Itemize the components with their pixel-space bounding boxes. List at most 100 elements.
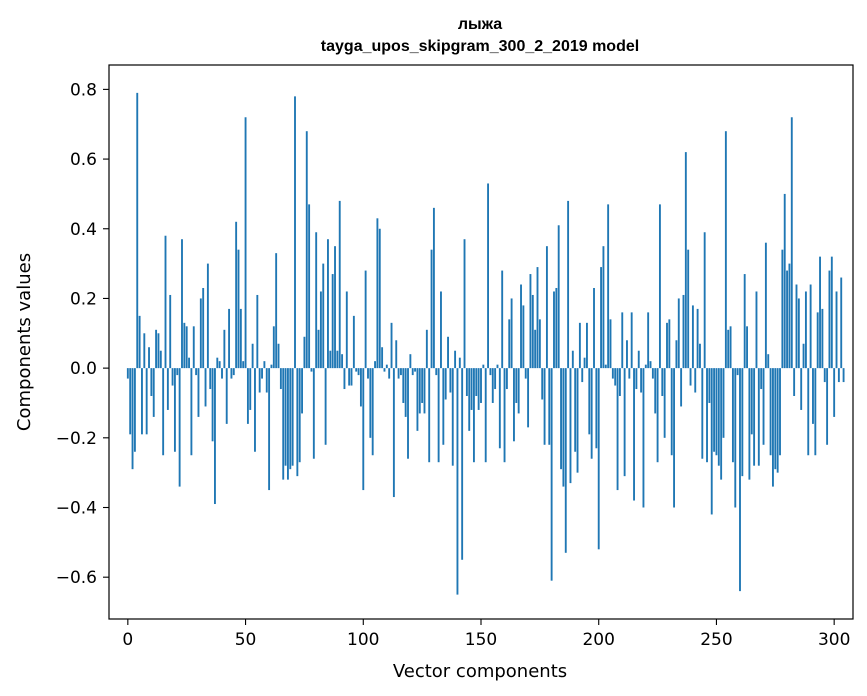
bar-41 [223,329,226,369]
bar-130 [432,207,435,369]
bar-104 [371,368,374,456]
bar-56 [258,368,261,393]
bar-167 [520,284,522,369]
y-tick-label: −0.2 [56,429,97,449]
bar-40 [221,368,223,379]
bar-22 [178,368,181,487]
bar-12 [155,329,158,369]
bar-173 [534,329,537,369]
bar-298 [828,270,831,369]
y-tick-label: 0.0 [70,359,97,379]
bar-124 [418,368,421,414]
bar-209 [618,368,621,396]
bar-264 [748,368,751,480]
bar-53 [251,343,254,369]
bar-108 [381,347,384,369]
y-tick-label: −0.4 [56,499,97,519]
bar-80 [315,232,318,369]
bar-26 [188,357,190,369]
bar-65 [279,368,282,390]
bar-74 [301,368,303,414]
bar-16 [164,235,167,369]
bar-187 [567,200,570,369]
bar-226 [658,204,661,369]
bar-17 [166,368,169,410]
bar-23 [181,239,183,369]
bar-73 [298,368,301,463]
y-axis-label: Components values [14,253,35,431]
bar-24 [183,322,186,369]
bar-131 [435,368,438,376]
bar-42 [225,368,228,424]
bar-66 [282,368,285,480]
bar-145 [468,368,471,431]
bar-206 [611,368,614,379]
bar-90 [338,200,341,369]
bar-243 [699,343,701,369]
bar-95 [350,368,353,386]
bar-168 [522,305,525,369]
bar-233 [675,340,678,369]
bar-270 [762,368,765,445]
bar-242 [696,308,699,369]
y-tick-label: 0.4 [70,220,97,240]
x-axis-ticks: 0 50 100 150 200 250 300 [122,619,850,650]
bar-44 [230,368,233,379]
bar-70 [291,368,294,466]
bar-2 [131,368,134,470]
bar-13 [157,333,160,369]
bar-122 [414,368,417,372]
bar-285 [797,298,800,369]
bar-234 [677,298,680,369]
bar-143 [463,239,466,369]
bar-134 [442,368,445,445]
bar-302 [837,368,840,383]
bar-52 [249,368,252,410]
bar-154 [489,368,492,376]
bar-59 [265,368,268,393]
bar-153 [487,183,489,369]
bar-178 [545,246,548,369]
bar-61 [270,364,273,369]
bar-43 [228,308,231,369]
bar-176 [541,368,544,400]
bar-231 [670,368,673,456]
bar-138 [451,368,454,466]
bar-142 [461,368,464,560]
bar-76 [305,131,308,369]
bar-183 [557,225,560,369]
bar-202 [602,246,605,369]
bar-295 [821,308,824,369]
x-axis-label: Vector components [393,661,567,682]
x-tick-label: 50 [235,630,257,650]
bar-1 [129,368,132,435]
bar-237 [684,152,687,369]
bar-67 [284,368,287,466]
bar-156 [494,368,497,390]
bar-102 [367,368,369,379]
bar-109 [383,368,386,372]
bar-63 [275,253,278,369]
bar-212 [626,340,628,369]
bar-37 [214,368,216,505]
bar-100 [362,368,365,491]
bar-275 [774,368,777,470]
bar-11 [152,368,155,417]
bar-94 [348,368,351,386]
bar-46 [235,221,238,369]
bar-221 [647,312,650,369]
bar-271 [764,242,767,369]
bar-296 [823,368,826,383]
bar-228 [663,368,666,438]
bar-38 [216,357,219,369]
bar-225 [656,368,659,463]
bar-261 [741,368,744,477]
bar-279 [783,193,786,369]
bar-161 [505,368,508,390]
y-tick-label: −0.6 [56,568,97,588]
bar-49 [242,361,245,369]
bar-299 [830,256,833,369]
bar-62 [272,326,275,369]
bar-284 [795,284,798,369]
bar-111 [388,368,391,379]
